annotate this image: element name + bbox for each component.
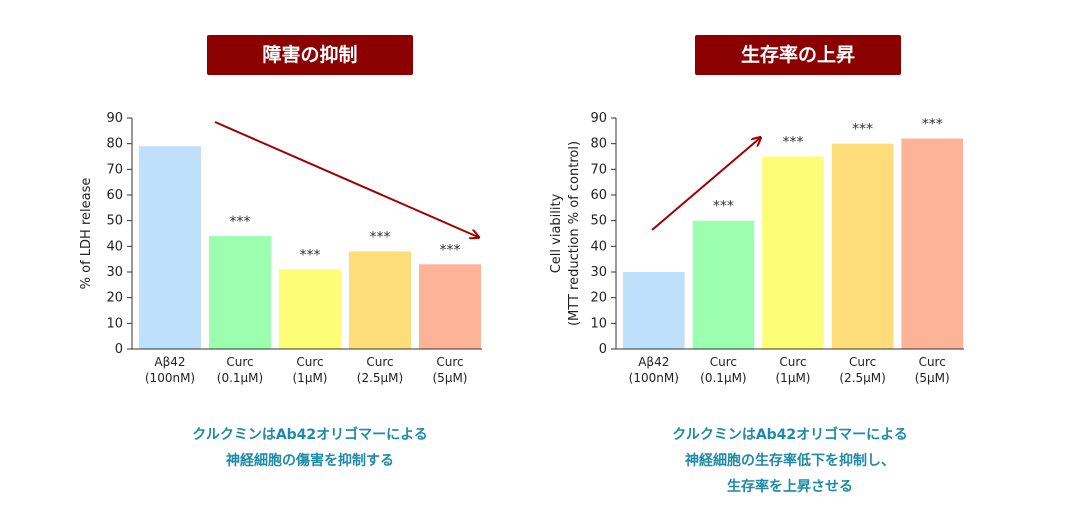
- tick-label: 20: [590, 291, 607, 306]
- significance-label: ***: [230, 214, 251, 230]
- tick-label: 20: [106, 291, 123, 306]
- caption-line: 神経細胞の傷害を抑制する: [226, 453, 394, 469]
- chart-caption: クルクミンはAb42オリゴマーによる 神経細胞の生存率低下を抑制し、 生存率を上…: [550, 422, 1030, 500]
- tick-label: 90: [590, 111, 607, 126]
- bar: [692, 220, 755, 349]
- caption-line: クルクミンはAb42オリゴマーによる: [192, 427, 428, 443]
- tick-label: 50: [590, 214, 607, 229]
- tick-label: Aβ42: [638, 355, 669, 369]
- tick-label: 50: [106, 214, 123, 229]
- tick-label: 90: [106, 111, 123, 126]
- tick-label: 0: [599, 342, 607, 357]
- significance-label: ***: [852, 122, 873, 138]
- cell-viability-chart: Aβ42 (100nM) *** Curc (0.1μM) *** Curc (1μM) ***…: [549, 111, 964, 385]
- tick-label: (5μM): [433, 371, 468, 385]
- tick-label: Curc: [436, 355, 463, 369]
- tick-label: (2.5μM): [357, 371, 403, 385]
- tick-label: Curc: [296, 355, 323, 369]
- tick-label: (1μM): [293, 371, 328, 385]
- ldh-release-chart: Aβ42 (100nM) *** Curc (0.1μM) *** Curc (1μM) ***…: [79, 111, 482, 385]
- tick-label: 40: [106, 239, 123, 254]
- trend-arrow: [651, 138, 760, 231]
- significance-label: ***: [922, 117, 943, 133]
- tick-label: 70: [106, 162, 123, 177]
- tick-label: Curc: [710, 355, 737, 369]
- caption-line: 神経細胞の生存率低下を抑制し、: [685, 453, 895, 469]
- tick-label: 0: [115, 342, 123, 357]
- tick-label: (0.1μM): [217, 371, 263, 385]
- bar: [762, 156, 824, 349]
- tick-label: 80: [106, 137, 123, 152]
- tick-label: (1μM): [776, 371, 811, 385]
- chart-caption: クルクミンはAb42オリゴマーによる 神経細胞の傷害を抑制する: [80, 422, 540, 474]
- bar: [139, 146, 201, 349]
- chart-panel-ldh: 障害の抑制 Aβ42 (100nM) *** Curc (0.1μM) *** Curc (1…: [0, 0, 532, 530]
- significance-label: ***: [440, 242, 461, 258]
- tick-label: Curc: [919, 355, 946, 369]
- bar: [419, 264, 481, 349]
- bar: [623, 272, 685, 349]
- caption-line: クルクミンはAb42オリゴマーによる: [672, 427, 908, 443]
- tick-label: 10: [590, 316, 607, 331]
- chart-title: 生存率の上昇: [695, 35, 901, 75]
- tick-label: (0.1μM): [700, 371, 746, 385]
- significance-label: ***: [783, 135, 804, 151]
- tick-label: 60: [590, 188, 607, 203]
- tick-label: 80: [590, 137, 607, 152]
- significance-label: ***: [713, 199, 734, 215]
- chart-title: 障害の抑制: [207, 35, 413, 75]
- tick-label: Aβ42: [154, 355, 185, 369]
- tick-label: (100nM): [629, 371, 679, 385]
- tick-label: 30: [106, 265, 123, 280]
- significance-label: ***: [370, 229, 391, 245]
- tick-label: Curc: [226, 355, 253, 369]
- tick-label: (100nM): [145, 371, 195, 385]
- trend-arrow: [214, 121, 478, 237]
- chart-panel-viability: 生存率の上昇 Aβ42 (100nM) *** Curc (0.1μM) *** Curc (…: [532, 0, 1064, 530]
- tick-label: 30: [590, 265, 607, 280]
- significance-label: ***: [300, 247, 321, 263]
- tick-label: 10: [106, 316, 123, 331]
- tick-label: 60: [106, 188, 123, 203]
- tick-label: Curc: [849, 355, 876, 369]
- y-axis-label: Cell viability: [549, 193, 564, 273]
- bar: [279, 269, 341, 349]
- tick-label: (5μM): [915, 371, 950, 385]
- bar: [901, 138, 963, 349]
- bar: [831, 143, 894, 349]
- bar: [349, 251, 411, 349]
- y-axis-label: (MTT reduction % of control): [567, 141, 582, 326]
- y-axis-label: % of LDH release: [79, 178, 94, 290]
- bar: [209, 236, 271, 349]
- tick-label: Curc: [366, 355, 393, 369]
- caption-line: 生存率を上昇させる: [727, 479, 853, 495]
- tick-label: (2.5μM): [839, 371, 885, 385]
- tick-label: Curc: [779, 355, 806, 369]
- tick-label: 40: [590, 239, 607, 254]
- tick-label: 70: [590, 162, 607, 177]
